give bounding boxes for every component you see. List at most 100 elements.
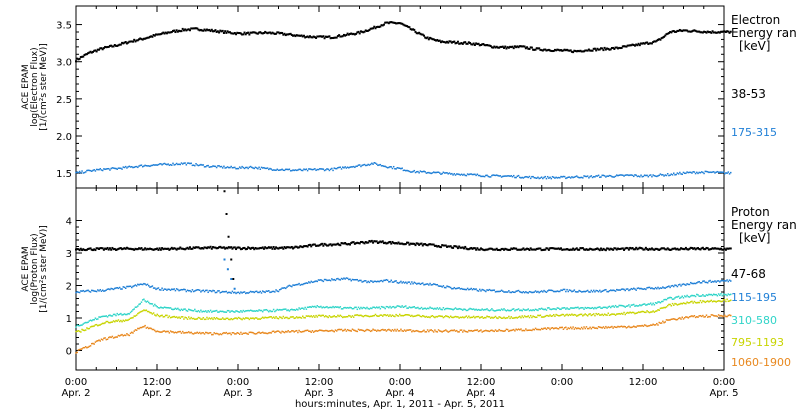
data-point	[177, 317, 179, 319]
data-point	[624, 45, 627, 48]
data-point	[225, 246, 228, 249]
data-point	[511, 248, 514, 251]
data-point	[198, 311, 201, 313]
data-point	[641, 324, 643, 327]
data-point	[238, 246, 241, 249]
data-point	[633, 287, 635, 290]
data-point	[726, 30, 729, 33]
data-point	[228, 332, 230, 335]
data-point	[353, 242, 356, 245]
data-point	[77, 349, 80, 351]
data-point	[374, 27, 377, 30]
data-point	[168, 31, 171, 34]
data-point	[266, 290, 269, 293]
data-point	[633, 248, 636, 251]
data-point	[498, 46, 501, 49]
data-point	[385, 330, 388, 332]
data-point	[488, 316, 491, 318]
data-point	[290, 33, 293, 36]
data-point	[465, 288, 468, 291]
data-point	[168, 288, 171, 291]
data-point	[90, 248, 93, 251]
data-point	[395, 22, 398, 25]
data-point	[381, 240, 384, 243]
data-point	[260, 317, 263, 320]
data-point	[574, 314, 577, 316]
data-point	[233, 246, 236, 249]
data-point	[637, 305, 640, 307]
data-point	[312, 315, 315, 317]
data-point	[653, 303, 656, 306]
data-point	[481, 316, 483, 318]
electron-legend: Electron Energy ran [keV]	[731, 14, 800, 53]
data-point	[521, 315, 523, 317]
data-point	[91, 320, 93, 322]
data-point	[395, 330, 397, 332]
data-point	[623, 325, 625, 328]
data-point	[322, 306, 325, 308]
data-point	[386, 166, 389, 169]
data-point	[145, 284, 148, 286]
data-point	[218, 290, 220, 292]
data-point	[310, 36, 313, 39]
data-point	[82, 346, 85, 349]
data-point	[143, 309, 145, 311]
data-point	[707, 248, 710, 251]
data-point	[702, 280, 704, 283]
data-point	[434, 316, 436, 319]
data-point	[249, 331, 252, 334]
data-point	[569, 177, 572, 179]
data-point	[116, 248, 119, 251]
data-point	[89, 50, 92, 53]
data-point	[608, 248, 611, 251]
data-point	[228, 309, 230, 312]
data-point	[241, 165, 243, 168]
data-point	[177, 288, 179, 291]
data-point	[270, 316, 272, 318]
data-point	[250, 31, 253, 34]
data-point	[312, 168, 315, 171]
data-point	[449, 245, 452, 248]
data-point	[638, 246, 641, 249]
data-point	[164, 163, 167, 165]
data-point	[263, 166, 265, 169]
data-point	[688, 301, 691, 304]
data-point	[315, 280, 317, 282]
data-point	[186, 162, 189, 164]
data-point	[159, 248, 162, 251]
x-tick-label: 12:00	[143, 377, 172, 388]
data-point	[698, 248, 701, 251]
data-point	[223, 291, 225, 293]
data-point	[83, 54, 86, 57]
data-point	[441, 172, 443, 175]
data-point	[277, 309, 280, 311]
data-point	[176, 30, 179, 33]
data-point	[586, 327, 589, 330]
data-point	[212, 30, 215, 33]
data-point	[618, 174, 620, 176]
data-point	[547, 248, 550, 251]
data-point	[161, 32, 164, 35]
data-point	[515, 46, 518, 49]
data-point	[545, 49, 548, 52]
data-point	[415, 171, 418, 173]
data-point	[636, 325, 639, 327]
data-point	[492, 330, 494, 332]
data-point	[407, 314, 409, 316]
data-point	[195, 332, 197, 334]
data-point	[475, 329, 477, 332]
data-point	[140, 310, 143, 313]
data-point	[647, 311, 650, 313]
data-point	[720, 280, 722, 282]
data-point	[699, 314, 702, 317]
data-point	[83, 322, 86, 324]
data-point	[483, 330, 486, 332]
data-point	[425, 308, 428, 310]
data-point	[332, 279, 334, 281]
data-point	[359, 240, 362, 243]
data-point	[167, 163, 169, 165]
data-point	[499, 175, 502, 177]
data-point	[152, 34, 155, 37]
data-point	[611, 313, 613, 315]
data-point	[517, 328, 520, 330]
